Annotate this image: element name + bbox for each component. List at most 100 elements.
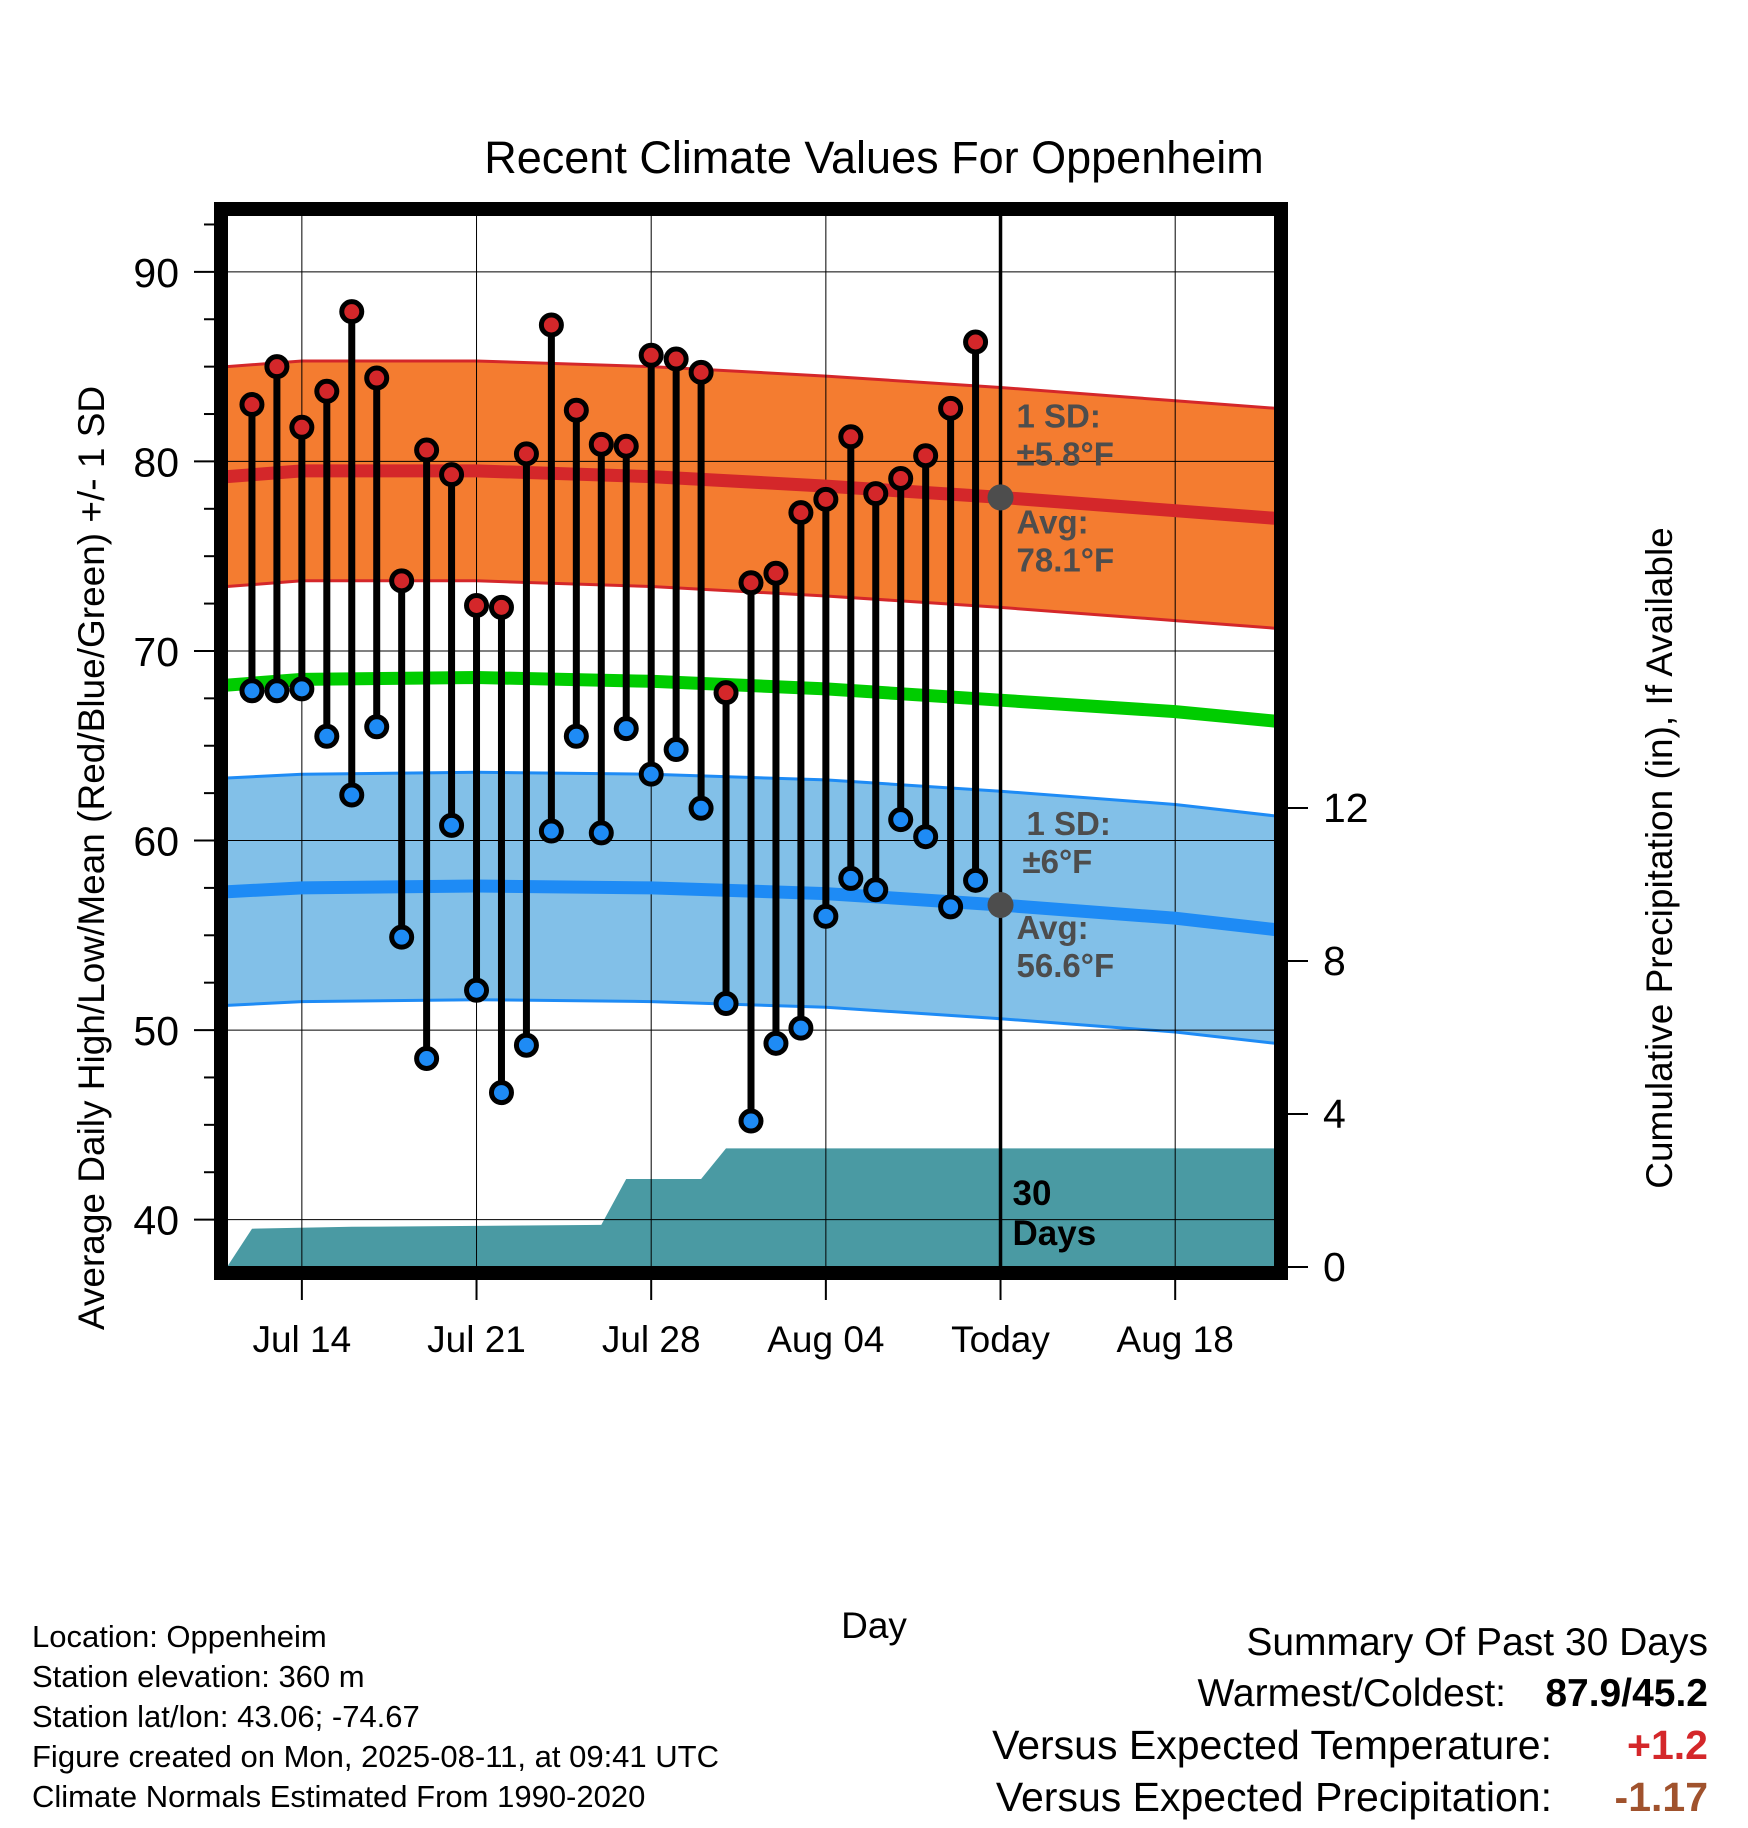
avg-low-marker [987, 891, 1014, 918]
daily-low-point [414, 1045, 440, 1071]
y-tick-label-right: 12 [1323, 785, 1369, 831]
y-tick-label-left: 90 [133, 250, 179, 296]
daily-high-point [763, 560, 789, 586]
plot-area [227, 215, 1275, 1267]
daily-high-point [289, 414, 315, 440]
daily-high-point [638, 342, 664, 368]
daily-low-point [439, 812, 465, 838]
daily-low-point [538, 818, 564, 844]
latlon-text: Station lat/lon: 43.06; -74.67 [32, 1699, 420, 1734]
x-tick-label: Aug 18 [1117, 1319, 1234, 1360]
avg-high-line [227, 464, 1275, 525]
location-text: Location: Oppenheim [32, 1619, 327, 1654]
daily-low-point [563, 723, 589, 749]
high-avg-label-title: Avg: [1017, 503, 1089, 540]
precip-departure-label: Versus Expected Precipitation: [995, 1774, 1552, 1820]
daily-low-point [813, 903, 839, 929]
daily-high-point [563, 397, 589, 423]
y-tick-label-left: 40 [133, 1198, 179, 1244]
low-sd-upper-line [227, 770, 1275, 818]
temp-departure-row: Versus Expected Temperature: +1.2 [808, 1719, 1708, 1771]
avg-low-line [227, 879, 1275, 937]
daily-low-point [613, 716, 639, 742]
daily-low-point [488, 1080, 514, 1106]
daily-high-point [364, 365, 390, 391]
high-sd-label-value: ±5.8°F [1017, 435, 1114, 472]
daily-low-point [289, 676, 315, 702]
x-tick-label: Today [951, 1319, 1050, 1360]
daily-high-point [264, 354, 290, 380]
daily-low-point [938, 894, 964, 920]
plot-frame [214, 202, 1288, 1280]
high-sd-upper-line [227, 359, 1275, 410]
daily-high-point [414, 437, 440, 463]
daily-high-point [389, 568, 415, 594]
daily-low-point [838, 865, 864, 891]
elevation-text: Station elevation: 360 m [32, 1659, 365, 1694]
daily-high-point [239, 392, 265, 418]
daily-high-point [963, 329, 989, 355]
daily-high-point [688, 359, 714, 385]
daily-high-point [314, 378, 340, 404]
y-axis-label-left: Average Daily High/Low/Mean (Red/Blue/Gr… [71, 386, 112, 1330]
y-tick-label-right: 0 [1323, 1244, 1346, 1290]
temp-departure-value: +1.2 [1627, 1722, 1708, 1768]
avg-high-marker [987, 484, 1014, 511]
daily-low-point [913, 824, 939, 850]
y-tick-label-right: 4 [1323, 1091, 1346, 1137]
low-sd-label-value: ±6°F [1023, 843, 1093, 880]
warmest-coldest-label: Warmest/Coldest: [1197, 1672, 1506, 1715]
y-tick-label-right: 8 [1323, 938, 1346, 984]
x-axis-label: Day [841, 1605, 907, 1646]
y-tick-label-left: 60 [133, 819, 179, 865]
daily-high-point [588, 431, 614, 457]
y-axis-label-right: Cumulative Precipitation (in), If Availa… [1639, 527, 1680, 1189]
daily-low-point [788, 1015, 814, 1041]
daily-high-point [488, 594, 514, 620]
daily-low-point [688, 795, 714, 821]
daily-high-point [938, 395, 964, 421]
warmest-coldest-row: Warmest/Coldest: 87.9/45.2 [808, 1669, 1708, 1719]
daily-high-point [863, 481, 889, 507]
x-tick-label: Jul 28 [602, 1319, 701, 1360]
daily-high-point [738, 570, 764, 596]
summary-title: Summary Of Past 30 Days [1246, 1621, 1708, 1664]
daily-low-point [364, 714, 390, 740]
daily-low-point [763, 1030, 789, 1056]
high-avg-label-value: 78.1°F [1017, 541, 1115, 578]
daily-low-point [888, 807, 914, 833]
temp-departure-label: Versus Expected Temperature: [992, 1722, 1552, 1768]
daily-low-point [464, 977, 490, 1003]
summary-panel: Summary Of Past 30 Days Warmest/Coldest:… [808, 1617, 1708, 1823]
precip-departure-value: -1.17 [1614, 1774, 1708, 1820]
x-tick-label: Aug 04 [767, 1319, 884, 1360]
warmest-coldest-value: 87.9/45.2 [1545, 1672, 1708, 1715]
high-sd-band [227, 361, 1275, 629]
avg-mean-line [227, 670, 1275, 728]
daily-low-point [339, 782, 365, 808]
daily-high-point [339, 299, 365, 325]
x-tick-label: Jul 21 [427, 1319, 526, 1360]
daily-high-point [513, 441, 539, 467]
low-avg-label-value: 56.6°F [1017, 947, 1115, 984]
today-label-count: 30 [1013, 1174, 1052, 1213]
high-sd-label-title: 1 SD: [1017, 397, 1101, 434]
daily-high-point [538, 312, 564, 338]
y-tick-label-left: 70 [133, 629, 179, 675]
daily-high-point [439, 462, 465, 488]
daily-low-point [963, 867, 989, 893]
daily-low-point [738, 1108, 764, 1134]
daily-high-point [838, 424, 864, 450]
precip-departure-row: Versus Expected Precipitation: -1.17 [808, 1771, 1708, 1823]
daily-low-point [713, 991, 739, 1017]
created-text: Figure created on Mon, 2025-08-11, at 09… [32, 1739, 719, 1774]
daily-high-point [613, 433, 639, 459]
daily-high-point [888, 465, 914, 491]
station-info: Location: Oppenheim Station elevation: 3… [32, 1617, 719, 1817]
daily-low-point [389, 924, 415, 950]
daily-high-point [713, 680, 739, 706]
daily-high-point [913, 443, 939, 469]
low-avg-label-title: Avg: [1017, 909, 1089, 946]
precipitation-area [227, 1148, 1275, 1267]
